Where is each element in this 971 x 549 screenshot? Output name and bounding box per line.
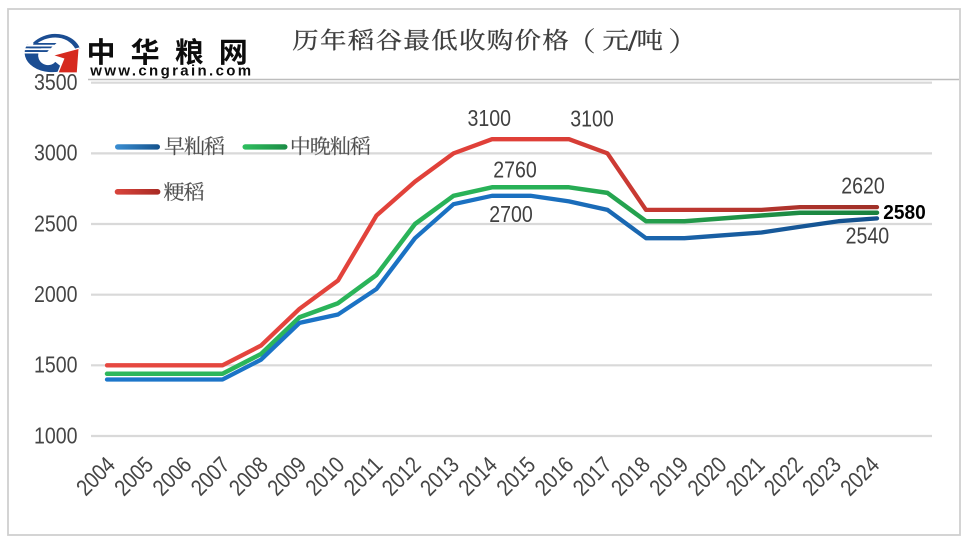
svg-text:2700: 2700 [489, 201, 533, 227]
svg-text:2620: 2620 [841, 173, 885, 199]
svg-text:3000: 3000 [34, 140, 78, 166]
svg-text:3100: 3100 [468, 105, 512, 131]
svg-text:1000: 1000 [34, 422, 78, 448]
svg-text:1500: 1500 [34, 352, 78, 378]
svg-text:2500: 2500 [34, 210, 78, 236]
svg-text:2000: 2000 [34, 281, 78, 307]
svg-text:2540: 2540 [846, 223, 890, 249]
svg-text:3100: 3100 [570, 106, 614, 132]
svg-text:2760: 2760 [493, 157, 537, 183]
svg-text:www.cngrain.com: www.cngrain.com [89, 62, 253, 79]
svg-text:3500: 3500 [34, 69, 78, 95]
svg-text:2580: 2580 [883, 201, 926, 224]
